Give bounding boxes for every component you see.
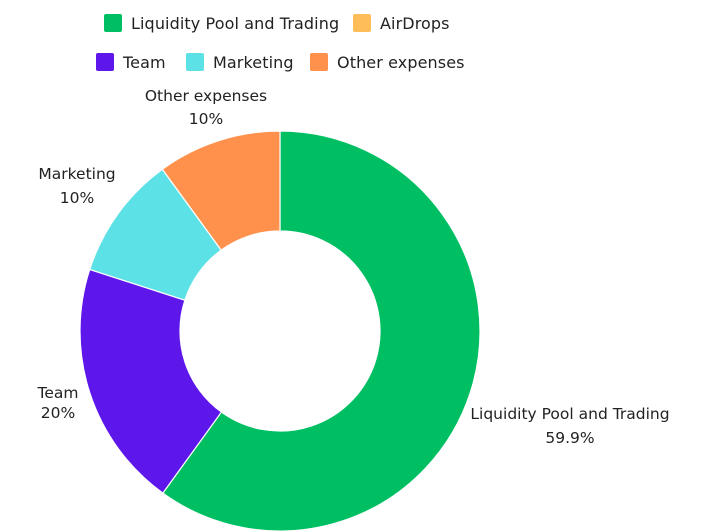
data-label-other-expenses: Other expenses 10% bbox=[145, 87, 267, 128]
legend-item-airdrops: AirDrops bbox=[353, 12, 450, 34]
data-label-other-expenses-value: 10% bbox=[189, 110, 223, 128]
data-label-team: Team 20% bbox=[37, 384, 79, 422]
legend-label-other-expenses: Other expenses bbox=[337, 52, 465, 72]
legend-swatch-team bbox=[96, 53, 114, 71]
data-label-liquidity-name: Liquidity Pool and Trading bbox=[470, 405, 669, 423]
donut-slice-liquidity-pool-and-trading bbox=[162, 130, 481, 532]
legend-swatch-other-expenses bbox=[310, 53, 328, 71]
legend-label-airdrops: AirDrops bbox=[380, 13, 450, 33]
legend-swatch-airdrops bbox=[353, 14, 371, 32]
data-label-marketing: Marketing 10% bbox=[38, 165, 115, 207]
donut-slices bbox=[79, 130, 481, 532]
data-label-team-value: 20% bbox=[41, 404, 75, 422]
donut-slice-team bbox=[79, 268, 223, 494]
data-label-other-expenses-name: Other expenses bbox=[145, 87, 267, 105]
legend-item-marketing: Marketing bbox=[186, 51, 294, 73]
data-label-marketing-name: Marketing bbox=[38, 165, 115, 183]
legend-item-other-expenses: Other expenses bbox=[310, 51, 465, 73]
chart-legend: Liquidity Pool and Trading AirDrops Team… bbox=[0, 0, 709, 85]
legend-label-marketing: Marketing bbox=[213, 52, 294, 72]
legend-swatch-liquidity bbox=[104, 14, 122, 32]
donut-slice-other-expenses bbox=[161, 130, 281, 251]
data-label-liquidity: Liquidity Pool and Trading 59.9% bbox=[470, 405, 669, 447]
data-label-marketing-value: 10% bbox=[60, 189, 94, 207]
legend-label-team: Team bbox=[123, 52, 166, 72]
data-label-liquidity-value: 59.9% bbox=[545, 429, 594, 447]
data-label-team-name: Team bbox=[37, 384, 79, 402]
legend-label-liquidity: Liquidity Pool and Trading bbox=[131, 13, 340, 33]
legend-item-team: Team bbox=[96, 51, 166, 73]
legend-swatch-marketing bbox=[186, 53, 204, 71]
legend-item-liquidity: Liquidity Pool and Trading bbox=[104, 12, 339, 34]
